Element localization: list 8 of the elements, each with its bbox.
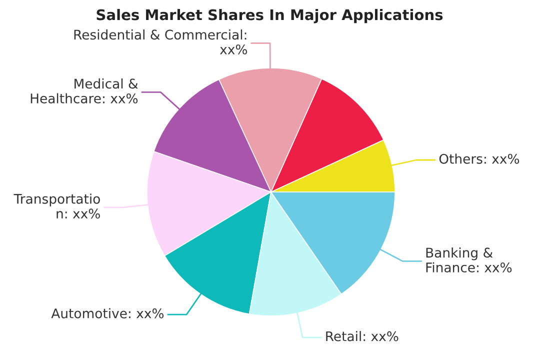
chart-title: Sales Market Shares In Major Applications: [96, 8, 443, 24]
slice-label: Medical & Healthcare: xx%: [30, 78, 138, 104]
slice-label: Automotive: xx%: [51, 308, 164, 318]
slice-label: Retail: xx%: [326, 331, 398, 342]
slice-label: Others: xx%: [439, 154, 520, 164]
slice-label: Residential & Commercial: xx%: [74, 29, 248, 54]
slice-label: Banking & Finance: xx%: [426, 247, 512, 272]
slice-label: Transportatio n: xx%: [14, 194, 100, 219]
